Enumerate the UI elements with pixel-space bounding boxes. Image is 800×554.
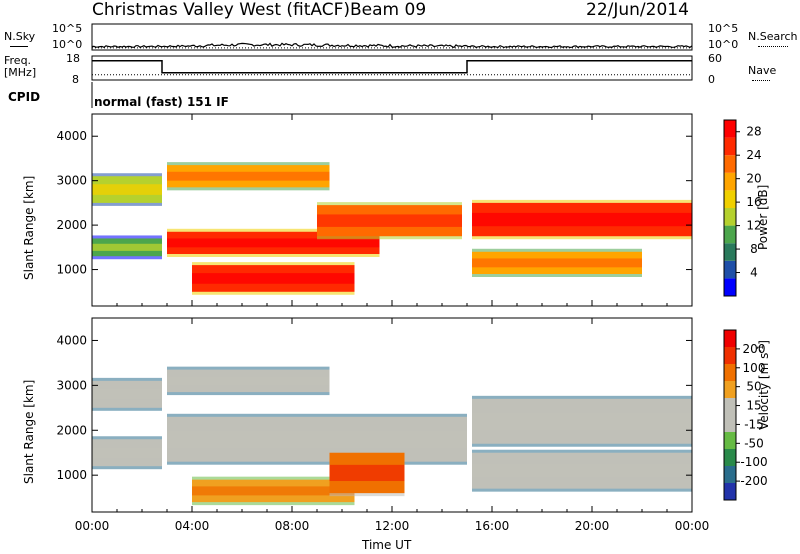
nsearch-tick-top: 10^5 xyxy=(708,22,739,35)
power-colorbar-cell-5 xyxy=(724,190,736,208)
nsearch-legend-line xyxy=(758,46,788,47)
velocity-colorbar-cell-1 xyxy=(724,466,736,483)
velocity-colorbar-cell-6 xyxy=(724,381,736,398)
power-colorbar-label-0: 4 xyxy=(750,266,758,280)
power-ytick-label-1: 2000 xyxy=(56,218,87,232)
power-band-core-5 xyxy=(192,273,355,284)
power-colorbar-cell-8 xyxy=(724,137,736,156)
nsky-legend-line xyxy=(10,46,28,47)
velocity-ytick-label-3: 4000 xyxy=(56,333,87,347)
velocity-colorbar-label-4: -15 xyxy=(744,417,764,431)
power-band-core-6 xyxy=(472,212,692,227)
velocity-colorbar-cell-5 xyxy=(724,398,736,415)
nave-tick-bottom: 0 xyxy=(708,73,715,86)
velocity-colorbar-cell-8 xyxy=(724,347,736,364)
nave-label: Nave xyxy=(748,64,777,77)
velocity-colorbar-cell-9 xyxy=(724,330,736,347)
velocity-band-core-0 xyxy=(92,388,162,400)
velocity-colorbar-label-0: 200 xyxy=(743,342,766,356)
velocity-colorbar-label-2: 50 xyxy=(746,380,761,394)
power-colorbar-label-6: 28 xyxy=(746,125,761,139)
freq-label-2: [MHz] xyxy=(4,66,37,79)
velocity-colorbar-frame xyxy=(723,329,737,501)
velocity-colorbar-label-3: 15 xyxy=(746,399,761,413)
power-colorbar-cell-7 xyxy=(724,155,736,173)
velocity-ytick-label-2: 3000 xyxy=(56,378,87,392)
power-ytick-label-2: 3000 xyxy=(56,174,87,188)
power-band-core-1 xyxy=(92,243,162,251)
velocity-colorbar-cell-2 xyxy=(724,449,736,466)
xtick-label-2: 08:00 xyxy=(275,519,310,533)
power-colorbar-label-5: 24 xyxy=(746,148,761,162)
velocity-colorbar-label-1: 100 xyxy=(743,361,766,375)
power-colorbar-cell-4 xyxy=(724,208,736,226)
xtick-label-1: 04:00 xyxy=(175,519,210,533)
xtick-label-4: 16:00 xyxy=(475,519,510,533)
power-colorbar-frame xyxy=(723,119,737,297)
velocity-ytick-label-1: 2000 xyxy=(56,423,87,437)
power-colorbar-label-1: 8 xyxy=(750,242,758,256)
power-colorbar-cell-6 xyxy=(724,172,736,191)
velocity-colorbar-cell-0 xyxy=(724,483,736,500)
nsky-label: N.Sky xyxy=(4,30,36,43)
power-colorbar-label-4: 20 xyxy=(746,172,761,186)
velocity-band-core-4 xyxy=(192,486,355,496)
velocity-band-core-7 xyxy=(472,463,692,478)
power-colorbar-label-3: 16 xyxy=(746,195,761,209)
velocity-colorbar-label-7: -200 xyxy=(740,474,767,488)
velocity-band-core-3 xyxy=(167,430,467,449)
velocity-ytick-label-0: 1000 xyxy=(56,468,87,482)
velocity-band-core-1 xyxy=(92,447,162,459)
nave-tick-top: 60 xyxy=(708,52,722,65)
nsearch-label: N.Search xyxy=(748,30,798,43)
beam-label: Beam 09 xyxy=(350,0,427,20)
power-colorbar-cell-0 xyxy=(724,278,736,296)
power-colorbar-cell-9 xyxy=(724,120,736,138)
freq-tick-bottom: 8 xyxy=(72,73,79,86)
power-band-core-3 xyxy=(167,238,380,248)
power-band-core-7 xyxy=(472,258,642,268)
velocity-colorbar-label-5: -50 xyxy=(744,436,764,450)
velocity-band-core-6 xyxy=(472,412,692,431)
nave-legend-line xyxy=(752,80,770,81)
power-colorbar-label-2: 12 xyxy=(746,219,761,233)
freq-label-1: Freq. xyxy=(4,54,32,67)
power-colorbar-cell-1 xyxy=(724,260,736,279)
velocity-band-core-5 xyxy=(329,464,405,482)
velocity-colorbar-cell-4 xyxy=(724,415,736,432)
cpid-mode: normal (fast) 151 IF xyxy=(94,95,229,109)
power-band-core-0 xyxy=(92,184,162,195)
velocity-band-core-2 xyxy=(167,376,330,386)
velocity-colorbar-label-6: -100 xyxy=(740,455,767,469)
power-band-core-4 xyxy=(317,214,462,227)
date-label: 22/Jun/2014 xyxy=(586,0,689,20)
power-colorbar-cell-2 xyxy=(724,243,736,261)
noise-panel-frame xyxy=(91,23,693,51)
xtick-label-5: 20:00 xyxy=(575,519,610,533)
power-band-core-2 xyxy=(167,171,330,181)
freq-series-line xyxy=(92,60,692,74)
station-title: Christmas Valley West (fitACF) xyxy=(92,0,351,20)
noise-series-nsky xyxy=(91,42,693,49)
power-ytick-label-0: 1000 xyxy=(56,263,87,277)
velocity-colorbar-cell-7 xyxy=(724,364,736,381)
nsky-tick-top: 10^5 xyxy=(52,22,83,35)
velocity-colorbar-cell-3 xyxy=(724,432,736,449)
cpid-label: CPID xyxy=(8,90,41,104)
xtick-label-0: 00:00 xyxy=(75,519,110,533)
freq-tick-top: 18 xyxy=(66,52,80,65)
freq-panel-frame xyxy=(91,55,693,81)
power-colorbar-cell-3 xyxy=(724,225,736,244)
nsearch-tick-bottom: 10^0 xyxy=(708,38,739,51)
xtick-label-6: 00:00 xyxy=(675,519,710,533)
power-ytick-label-3: 4000 xyxy=(56,129,87,143)
nsky-tick-bottom: 10^0 xyxy=(52,38,83,51)
xtick-label-3: 12:00 xyxy=(375,519,410,533)
x-axis-title: Time UT xyxy=(362,538,412,552)
